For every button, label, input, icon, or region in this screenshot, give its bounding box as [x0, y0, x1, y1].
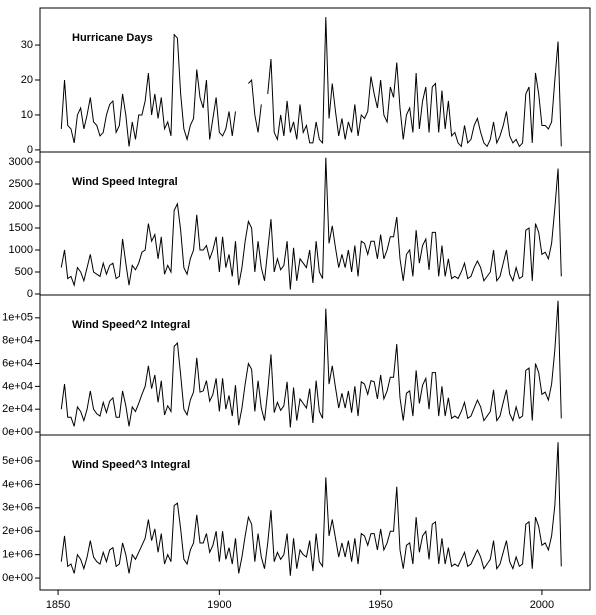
panel-frame — [39, 151, 591, 296]
x-tick-label: 1950 — [368, 599, 392, 611]
panel-title: Hurricane Days — [72, 32, 153, 44]
y-tick-label: 3000 — [9, 156, 33, 168]
y-tick-label: 2e+04 — [2, 403, 33, 415]
y-tick-label: 500 — [15, 266, 33, 278]
panel-frame — [39, 434, 591, 591]
x-tick-label: 1900 — [207, 599, 231, 611]
panel-title: Wind Speed Integral — [72, 176, 178, 188]
y-tick-label: 2000 — [9, 200, 33, 212]
y-tick-label: 0e+00 — [2, 426, 33, 438]
data-line — [248, 78, 262, 133]
y-tick-label: 5e+06 — [2, 455, 33, 467]
y-tick-label: 1500 — [9, 222, 33, 234]
y-tick-label: 3e+06 — [2, 502, 33, 514]
y-tick-label: 0 — [27, 288, 33, 300]
panel-title: Wind Speed^2 Integral — [72, 319, 190, 331]
y-tick-label: 6e+04 — [2, 357, 33, 369]
y-tick-label: 1000 — [9, 244, 33, 256]
y-tick-label: 10 — [21, 109, 33, 121]
data-line — [267, 17, 562, 148]
y-tick-label: 2e+06 — [2, 525, 33, 537]
panel-frame — [39, 294, 591, 436]
x-tick-label: 1850 — [46, 599, 70, 611]
panel-title: Wind Speed^3 Integral — [72, 459, 190, 471]
data-line — [60, 33, 236, 147]
y-tick-label: 8e+04 — [2, 335, 33, 347]
data-line — [60, 300, 562, 428]
y-tick-label: 20 — [21, 74, 33, 86]
data-line — [60, 442, 562, 576]
y-tick-label: 0 — [27, 144, 33, 156]
y-tick-label: 2500 — [9, 178, 33, 190]
y-tick-label: 4e+04 — [2, 380, 33, 392]
y-tick-label: 1e+06 — [2, 549, 33, 561]
data-line — [60, 157, 562, 290]
y-tick-label: 0e+00 — [2, 572, 33, 584]
y-tick-label: 1e+05 — [2, 312, 33, 324]
y-tick-label: 4e+06 — [2, 478, 33, 490]
y-tick-label: 30 — [21, 39, 33, 51]
x-tick-label: 2000 — [530, 599, 554, 611]
